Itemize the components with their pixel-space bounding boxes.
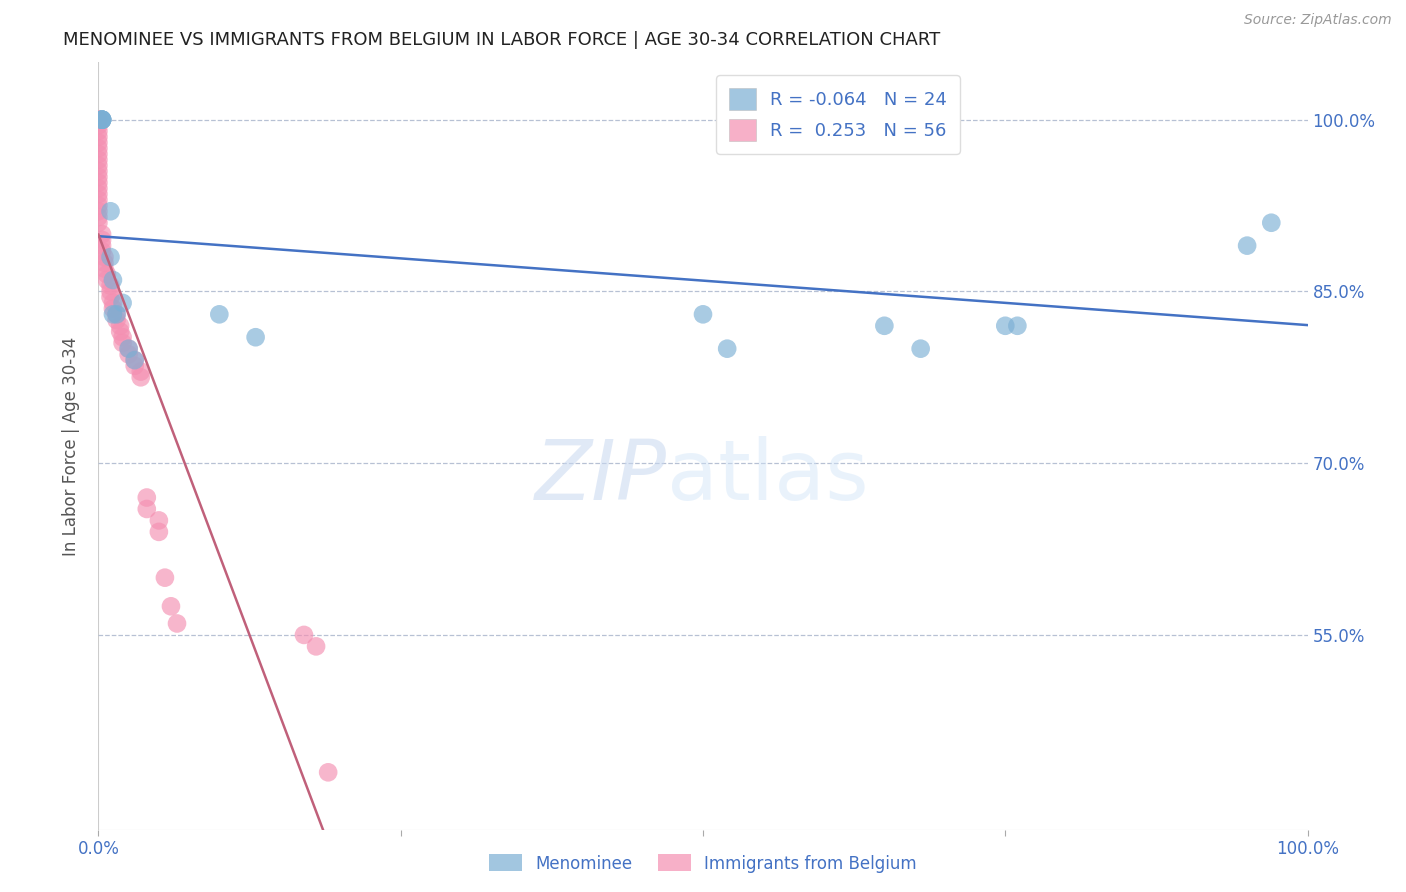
Point	[87, 119, 110, 133]
Point	[87, 112, 110, 127]
Point	[124, 353, 146, 368]
Point	[108, 318, 131, 333]
Point	[316, 765, 339, 780]
Point	[91, 244, 114, 259]
Point	[100, 204, 122, 219]
Point	[93, 256, 115, 270]
Legend: Menominee, Immigrants from Belgium: Menominee, Immigrants from Belgium	[482, 847, 924, 880]
Point	[96, 267, 118, 281]
Point	[100, 285, 122, 299]
Point	[118, 347, 141, 361]
Point	[93, 261, 115, 276]
Point	[91, 233, 114, 247]
Point	[91, 227, 114, 242]
Point	[101, 301, 124, 316]
Point	[716, 342, 738, 356]
Point	[87, 136, 110, 150]
Point	[93, 250, 115, 264]
Point	[87, 187, 110, 202]
Point	[153, 571, 176, 585]
Point	[87, 159, 110, 173]
Point	[124, 359, 146, 373]
Point	[87, 198, 110, 212]
Point	[91, 112, 114, 127]
Point	[100, 278, 122, 293]
Y-axis label: In Labor Force | Age 30-34: In Labor Force | Age 30-34	[62, 336, 80, 556]
Point	[87, 153, 110, 167]
Point	[101, 273, 124, 287]
Point	[101, 307, 124, 321]
Point	[108, 325, 131, 339]
Point	[305, 640, 328, 654]
Point	[160, 599, 183, 614]
Point	[124, 353, 146, 368]
Point	[87, 204, 110, 219]
Point	[1236, 238, 1258, 252]
Point	[1007, 318, 1029, 333]
Point	[96, 273, 118, 287]
Point	[135, 502, 157, 516]
Point	[91, 112, 114, 127]
Point	[91, 238, 114, 252]
Point	[91, 112, 114, 127]
Point	[873, 318, 896, 333]
Point	[118, 342, 141, 356]
Text: atlas: atlas	[666, 436, 869, 517]
Point	[87, 164, 110, 178]
Point	[91, 112, 114, 127]
Point	[100, 290, 122, 304]
Point	[111, 296, 134, 310]
Point	[111, 335, 134, 350]
Text: MENOMINEE VS IMMIGRANTS FROM BELGIUM IN LABOR FORCE | AGE 30-34 CORRELATION CHAR: MENOMINEE VS IMMIGRANTS FROM BELGIUM IN …	[63, 31, 941, 49]
Point	[105, 307, 128, 321]
Point	[87, 169, 110, 184]
Point	[87, 193, 110, 207]
Point	[105, 307, 128, 321]
Point	[87, 181, 110, 195]
Point	[245, 330, 267, 344]
Point	[87, 210, 110, 224]
Point	[1260, 216, 1282, 230]
Point	[111, 330, 134, 344]
Point	[87, 129, 110, 144]
Point	[135, 491, 157, 505]
Point	[148, 513, 170, 527]
Text: ZIP: ZIP	[534, 436, 666, 517]
Point	[148, 524, 170, 539]
Point	[87, 141, 110, 155]
Point	[87, 124, 110, 138]
Point	[100, 250, 122, 264]
Point	[292, 628, 315, 642]
Point	[91, 112, 114, 127]
Point	[208, 307, 231, 321]
Point	[166, 616, 188, 631]
Point	[118, 342, 141, 356]
Point	[101, 296, 124, 310]
Point	[129, 365, 152, 379]
Point	[91, 112, 114, 127]
Point	[994, 318, 1017, 333]
Point	[105, 313, 128, 327]
Point	[910, 342, 932, 356]
Point	[692, 307, 714, 321]
Point	[87, 112, 110, 127]
Text: Source: ZipAtlas.com: Source: ZipAtlas.com	[1244, 13, 1392, 28]
Point	[129, 370, 152, 384]
Point	[87, 176, 110, 190]
Point	[87, 216, 110, 230]
Legend: R = -0.064   N = 24, R =  0.253   N = 56: R = -0.064 N = 24, R = 0.253 N = 56	[716, 75, 960, 153]
Point	[87, 147, 110, 161]
